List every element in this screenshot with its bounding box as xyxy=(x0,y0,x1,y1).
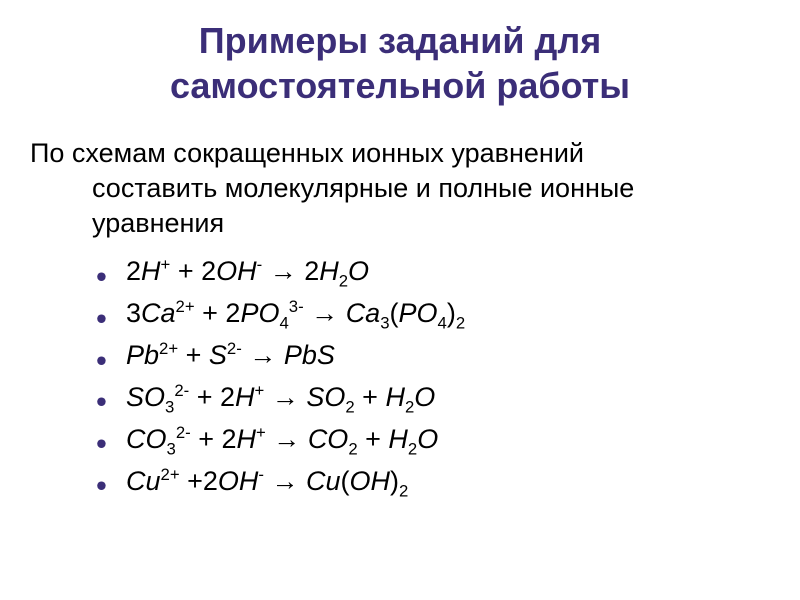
title-line-2: самостоятельной работы xyxy=(170,65,630,106)
arrow-icon: → xyxy=(270,256,297,286)
equation-item: 2H+ + 2OH- → 2H2O xyxy=(126,251,770,293)
intro-line-2: составить молекулярные и полные ионные xyxy=(40,173,634,203)
arrow-icon: → xyxy=(249,340,276,370)
title-line-1: Примеры заданий для xyxy=(199,20,601,61)
arrow-icon: → xyxy=(272,466,299,496)
arrow-icon: → xyxy=(273,424,300,454)
arrow-icon: → xyxy=(311,298,338,328)
equation-item: Cu2+ +2OH- → Cu(OH)2 xyxy=(126,461,770,503)
arrow-icon: → xyxy=(272,382,299,412)
equation-item: CO32- + 2H+ → CO2 + H2O xyxy=(126,419,770,461)
equation-list: 2H+ + 2OH- → 2H2O3Ca2+ + 2PO43- → Ca3(PO… xyxy=(30,251,770,502)
equation-item: 3Ca2+ + 2PO43- → Ca3(PO4)2 xyxy=(126,293,770,335)
slide-title: Примеры заданий для самостоятельной рабо… xyxy=(30,18,770,108)
equation-item: Pb2+ + S2- → PbS xyxy=(126,335,770,377)
intro-line-1: По схемам сокращенных ионных уравнений xyxy=(30,138,584,168)
intro-line-3: уравнения xyxy=(40,208,224,238)
equation-item: SO32- + 2H+ → SO2 + H2O xyxy=(126,377,770,419)
intro-text: По схемам сокращенных ионных уравнений с… xyxy=(30,136,770,241)
